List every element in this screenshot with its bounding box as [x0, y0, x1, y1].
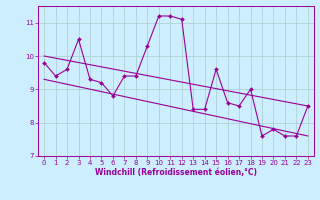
X-axis label: Windchill (Refroidissement éolien,°C): Windchill (Refroidissement éolien,°C) — [95, 168, 257, 177]
